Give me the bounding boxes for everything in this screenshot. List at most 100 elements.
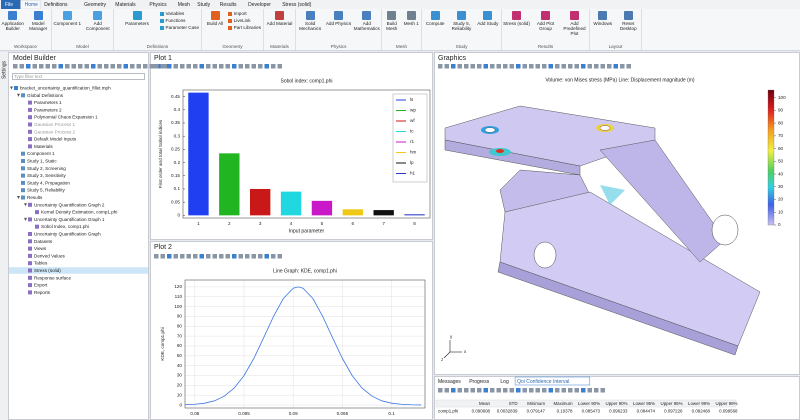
toolbar-icon[interactable]	[438, 388, 443, 393]
ribbon-tab[interactable]: Mesh	[178, 2, 190, 8]
tree-item[interactable]: Uncertainty Quantification Graph	[34, 232, 101, 237]
toolbar-icon[interactable]	[503, 64, 508, 69]
toolbar-icon[interactable]	[84, 64, 90, 69]
toolbar-icon[interactable]	[199, 64, 205, 69]
tree-item[interactable]: Study 3, Sensitivity	[27, 173, 67, 178]
toolbar-icon[interactable]	[186, 64, 192, 69]
toolbar-icon[interactable]	[219, 254, 224, 259]
ribbon-small-button[interactable]: LiveLink	[228, 18, 261, 23]
toolbar-icon[interactable]	[535, 64, 541, 69]
ribbon-button[interactable]: Solid Mechanics	[296, 11, 324, 44]
tree-item[interactable]: Default Model Inputs	[34, 137, 77, 142]
toolbar-icon[interactable]	[245, 254, 250, 259]
toolbar-icon[interactable]	[97, 64, 103, 69]
toolbar-icon[interactable]	[561, 64, 567, 69]
toolbar-icon[interactable]	[483, 64, 489, 69]
toolbar-icon[interactable]	[548, 388, 554, 393]
toolbar-icon[interactable]	[91, 64, 96, 69]
toolbar-icon[interactable]	[587, 388, 593, 393]
toolbar-icon[interactable]	[193, 254, 198, 259]
ribbon-button[interactable]: Compute	[422, 11, 448, 44]
toolbar-icon[interactable]	[451, 388, 456, 393]
toolbar-icon[interactable]	[438, 64, 443, 69]
toolbar-icon[interactable]	[477, 64, 482, 69]
tree-item[interactable]: Parameters 1	[34, 100, 62, 105]
toolbar-icon[interactable]	[45, 64, 51, 69]
toolbar-icon[interactable]	[496, 64, 502, 69]
toolbar-icon[interactable]	[232, 64, 237, 69]
tree-item[interactable]: Component 1	[27, 151, 55, 156]
ribbon-button[interactable]: Study 5, Reliability	[448, 11, 474, 44]
ribbon-tab[interactable]: Definitions	[44, 2, 68, 8]
tree-expander[interactable]	[10, 86, 13, 90]
toolbar-icon[interactable]	[58, 64, 64, 69]
tree-item[interactable]: Polynomial Chaos Expansion 1	[34, 115, 98, 120]
toolbar-icon[interactable]	[464, 64, 469, 69]
toolbar-icon[interactable]	[173, 254, 179, 259]
toolbar-icon[interactable]	[136, 64, 142, 69]
ribbon-tab[interactable]: Results	[220, 2, 237, 8]
tree-item[interactable]: Reports	[34, 290, 51, 295]
ribbon-tab[interactable]: Materials	[115, 2, 136, 8]
toolbar-icon[interactable]	[496, 388, 502, 393]
toolbar-icon[interactable]	[149, 64, 155, 69]
toolbar-icon[interactable]	[607, 64, 612, 69]
toolbar-icon[interactable]	[19, 64, 25, 69]
toolbar-icon[interactable]	[613, 64, 619, 69]
toolbar-icon[interactable]	[587, 64, 593, 69]
toolbar-icon[interactable]	[503, 388, 508, 393]
toolbar-icon[interactable]	[542, 388, 547, 393]
toolbar-icon[interactable]	[457, 64, 463, 69]
toolbar-icon[interactable]	[594, 388, 599, 393]
settings-tab[interactable]: Settings	[1, 60, 7, 79]
toolbar-icon[interactable]	[264, 64, 270, 69]
toolbar-icon[interactable]	[32, 64, 38, 69]
toolbar-icon[interactable]	[451, 64, 456, 69]
ribbon-small-button[interactable]: Part Libraries	[228, 25, 261, 30]
toolbar-icon[interactable]	[193, 64, 198, 69]
toolbar-icon[interactable]	[626, 64, 632, 69]
toolbar-icon[interactable]	[199, 254, 205, 259]
toolbar-icon[interactable]	[555, 388, 560, 393]
ribbon-button[interactable]: Windows	[590, 11, 616, 44]
tree-item[interactable]: Gaussian Process 2	[34, 129, 76, 134]
tree-item[interactable]: Results	[27, 195, 43, 200]
toolbar-icon[interactable]	[483, 388, 489, 393]
toolbar-icon[interactable]	[600, 64, 606, 69]
toolbar-icon[interactable]	[470, 64, 476, 69]
toolbar-icon[interactable]	[65, 64, 70, 69]
tree-item[interactable]: Materials	[34, 144, 53, 149]
filter-box[interactable]	[12, 73, 145, 80]
ribbon-button[interactable]: Reset Desktop	[616, 11, 642, 44]
toolbar-icon[interactable]	[594, 64, 599, 69]
tree-item[interactable]: Study 2, Screening	[27, 166, 66, 171]
toolbar-icon[interactable]	[509, 64, 515, 69]
ribbon-tab[interactable]: Stress (solid)	[282, 2, 312, 8]
tree-item[interactable]: Study 1, Static	[27, 159, 57, 164]
toolbar-icon[interactable]	[464, 388, 469, 393]
ribbon-button[interactable]: Parameters	[114, 11, 160, 44]
toolbar-icon[interactable]	[264, 254, 270, 259]
ribbon-tab[interactable]: Developer	[248, 2, 271, 8]
toolbar-icon[interactable]	[206, 254, 211, 259]
ribbon-tab[interactable]: Geometry	[84, 2, 106, 8]
toolbar-icon[interactable]	[130, 64, 135, 69]
toolbar-icon[interactable]	[277, 64, 283, 69]
tree-item[interactable]: Global Definitions	[27, 93, 64, 98]
ribbon-small-button[interactable]: Functions	[160, 18, 199, 23]
toolbar-icon[interactable]	[620, 64, 625, 69]
tree-item[interactable]: Kernel Density Estimation, comp1.phi	[41, 210, 117, 215]
toolbar-icon[interactable]	[143, 64, 148, 69]
toolbar-icon[interactable]	[509, 388, 515, 393]
toolbar-icon[interactable]	[574, 388, 580, 393]
ribbon-button[interactable]: Add Study	[475, 11, 501, 44]
toolbar-icon[interactable]	[555, 64, 560, 69]
ribbon-button[interactable]: Add Material	[264, 11, 295, 44]
toolbar-icon[interactable]	[238, 254, 244, 259]
tree-item[interactable]: Study 5, Reliability	[27, 188, 65, 193]
toolbar-icon[interactable]	[123, 64, 129, 69]
ribbon-button[interactable]: Add Plot Group	[531, 11, 560, 44]
toolbar-icon[interactable]	[529, 388, 534, 393]
toolbar-icon[interactable]	[167, 64, 172, 69]
toolbar-icon[interactable]	[225, 64, 231, 69]
